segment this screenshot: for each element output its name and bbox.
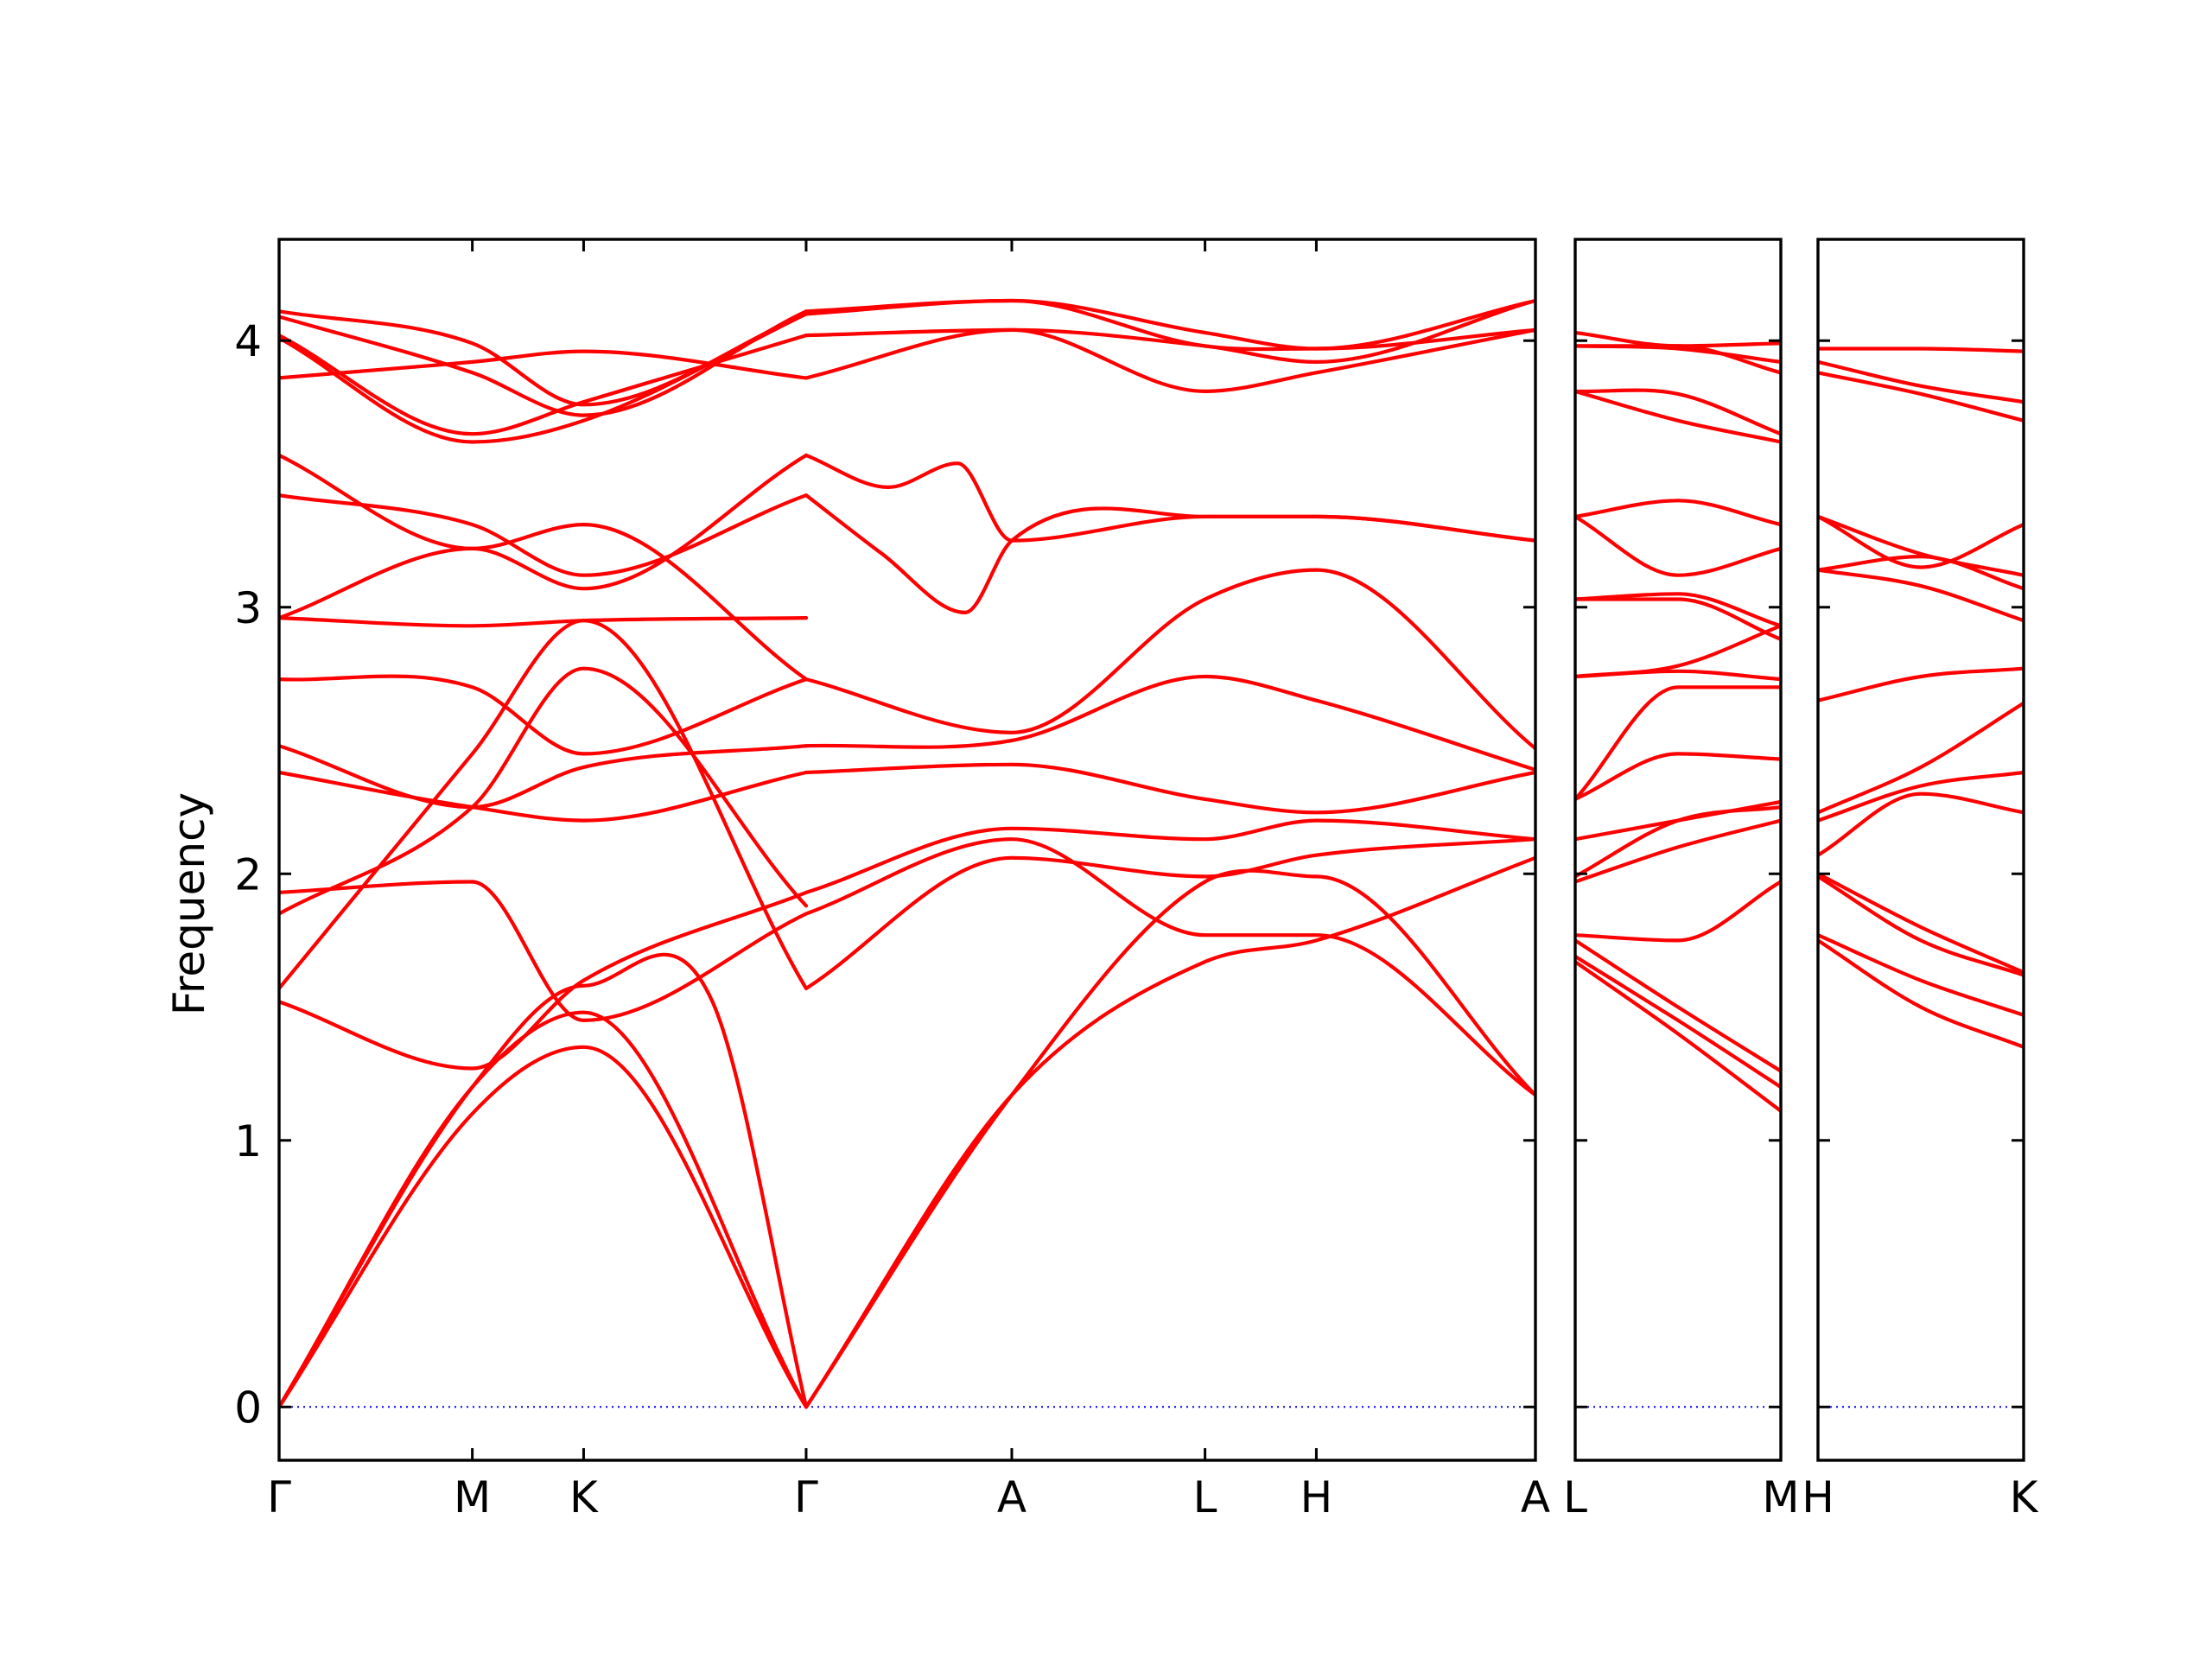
panel-3-plot-area xyxy=(1818,346,2024,1408)
panel-1-band-2 xyxy=(279,1010,809,1409)
panel-2-frame xyxy=(1573,238,1783,1462)
panel-3-xtick-label-0: H xyxy=(1802,1472,1834,1522)
panel-1-frame xyxy=(277,238,1537,1462)
panel-1-band-16 xyxy=(279,312,809,444)
panel-1-band-10 xyxy=(279,674,809,756)
panel-1-band-23 xyxy=(804,837,1535,1097)
panel-1-xtick-label-5: L xyxy=(1193,1472,1217,1522)
panel-2-band-12 xyxy=(1575,597,1781,641)
panel-1-band-20 xyxy=(804,855,1535,1409)
panel-1-band-28 xyxy=(804,493,1535,614)
ytick-label-4: 4 xyxy=(234,316,262,366)
panel-1-band-24 xyxy=(804,818,1535,894)
panel-1-band-21 xyxy=(804,868,1535,1409)
panel-2-band-2 xyxy=(1575,954,1781,1090)
panel-1-band-11 xyxy=(279,616,809,628)
y-axis-label: Frequency xyxy=(164,792,214,1015)
bands-layer xyxy=(279,298,2024,1409)
panel-3-band-12 xyxy=(1818,514,2024,569)
panel-3-band-7 xyxy=(1818,701,2024,815)
panel-1-band-9 xyxy=(279,744,809,810)
panel-1-band-33 xyxy=(804,298,1535,351)
panel-1-band-4 xyxy=(279,890,809,1071)
panel-1-xtick-label-0: Γ xyxy=(267,1472,291,1522)
panel-1-plot-area xyxy=(279,298,1535,1409)
panel-3-band-6 xyxy=(1818,770,2024,823)
panel-1-band-29 xyxy=(804,453,1535,543)
panel-1-band-14 xyxy=(279,453,809,682)
panel-1-band-18 xyxy=(279,309,809,417)
panel-1-band-6 xyxy=(279,880,809,1022)
panel-2-band-14 xyxy=(1575,514,1781,577)
ytick-label-0: 0 xyxy=(234,1382,262,1433)
panel-3-band-1 xyxy=(1818,938,2024,1049)
panel-2-band-20 xyxy=(1575,330,1781,348)
ytick-label-1: 1 xyxy=(234,1116,262,1166)
panel-1-band-19 xyxy=(279,309,809,407)
panel-2-band-9 xyxy=(1575,685,1781,801)
panel-2-band-16 xyxy=(1575,389,1781,444)
panel-3-xtick-label-1: K xyxy=(2010,1472,2039,1522)
panel-2-band-8 xyxy=(1575,752,1781,801)
panel-3-band-15 xyxy=(1818,346,2024,353)
panel-1-xtick-label-7: A xyxy=(1521,1472,1550,1522)
panel-3-band-3 xyxy=(1818,874,2024,977)
panel-2-band-15 xyxy=(1575,499,1781,527)
panel-2-band-11 xyxy=(1575,624,1781,679)
panel-1-band-25 xyxy=(804,762,1535,815)
panel-1-xtick-label-6: H xyxy=(1300,1472,1333,1522)
panel-2-band-6 xyxy=(1575,805,1781,879)
panel-2-band-3 xyxy=(1575,938,1781,1073)
panel-3-band-13 xyxy=(1818,371,2024,423)
panel-1-band-8 xyxy=(279,770,809,823)
panel-2-plot-area xyxy=(1575,330,1781,1408)
panel-1-band-26 xyxy=(804,674,1535,772)
panel-2-band-5 xyxy=(1575,818,1781,884)
ytick-label-2: 2 xyxy=(234,849,262,899)
panel-1-band-1 xyxy=(279,1045,809,1409)
panel-3-band-10 xyxy=(1818,555,2024,591)
panel-2-xtick-label-1: M xyxy=(1762,1472,1799,1522)
panel-2-band-17 xyxy=(1575,388,1781,436)
panel-2-xtick-label-0: L xyxy=(1563,1472,1587,1522)
panel-3-band-11 xyxy=(1818,514,2024,577)
panel-1-band-17 xyxy=(279,334,809,436)
panel-1-band-3 xyxy=(279,952,809,1409)
panel-1-band-27 xyxy=(804,568,1535,751)
panel-3-band-5 xyxy=(1818,791,2024,857)
panel-1-xtick-label-4: A xyxy=(997,1472,1027,1522)
panel-3-band-14 xyxy=(1818,359,2024,404)
panel-2-band-19 xyxy=(1575,344,1781,364)
panel-1-xtick-label-2: K xyxy=(569,1472,599,1522)
panel-1-band-22 xyxy=(804,837,1535,990)
panel-1-band-30 xyxy=(804,327,1535,393)
panel-3-band-8 xyxy=(1818,666,2024,702)
ytick-label-3: 3 xyxy=(234,583,262,633)
panel-2-band-1 xyxy=(1575,960,1781,1113)
panel-2-band-4 xyxy=(1575,880,1781,943)
panel-2-band-7 xyxy=(1575,799,1781,842)
panel-1-xtick-label-3: Γ xyxy=(794,1472,818,1522)
panel-1-band-13 xyxy=(279,493,809,577)
panel-3-band-9 xyxy=(1818,568,2024,623)
panel-1-band-12 xyxy=(279,453,809,620)
panel-1-xtick-label-1: M xyxy=(454,1472,491,1522)
frames-layer xyxy=(277,238,2025,1462)
panel-3-frame xyxy=(1816,238,2025,1462)
panel-1-band-7 xyxy=(279,666,809,916)
panel-3-band-2 xyxy=(1818,933,2024,1017)
panel-2-band-13 xyxy=(1575,592,1781,628)
panel-3-band-4 xyxy=(1818,872,2024,975)
